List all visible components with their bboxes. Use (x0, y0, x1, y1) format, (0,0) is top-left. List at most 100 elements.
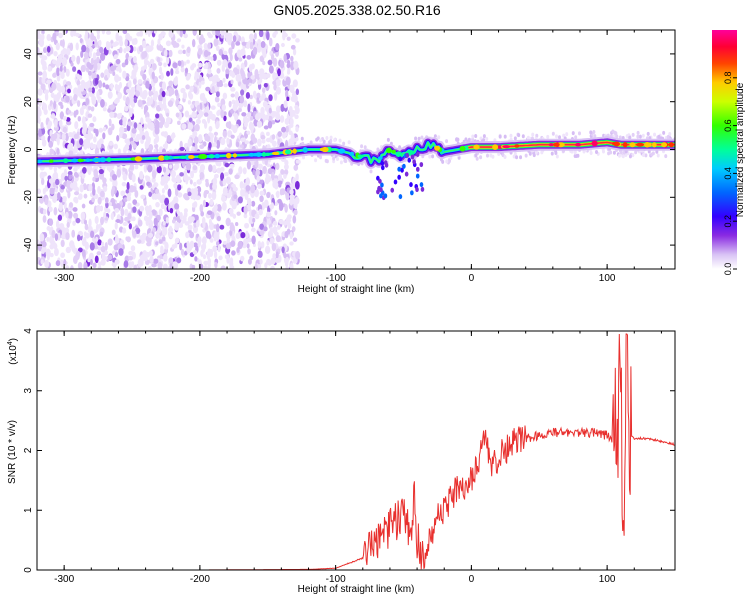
spectrogram-cell (46, 79, 52, 85)
spectrogram-disturbance (415, 152, 420, 158)
spectrogram-cell (332, 159, 336, 164)
spectrogram-cell (289, 189, 294, 195)
spectrogram-cell (37, 71, 43, 76)
spectrogram-cell (122, 70, 127, 79)
spectrogram-disturbance (397, 166, 401, 172)
spectrogram-cell (89, 259, 93, 265)
spectrogram-cell (217, 244, 221, 253)
spectrogram-cell (257, 250, 263, 258)
spectrogram-hotspot (261, 152, 267, 157)
spectrogram-cell (114, 208, 120, 213)
spectrogram-hotspot (92, 157, 100, 163)
spectrogram-cell (173, 77, 178, 86)
spectrogram-cell (266, 31, 270, 41)
spectrogram-cell (60, 259, 64, 268)
spectrogram-cell (589, 151, 593, 156)
y-tick-label: 2 (23, 447, 34, 453)
spectrogram-cell (617, 153, 621, 158)
spectrogram-cell (92, 52, 97, 61)
spectrogram-cell (46, 253, 50, 261)
spectrogram-cell (551, 131, 555, 136)
spectrogram-cell (577, 131, 581, 136)
snr-panel: -300 -200 -100 0 100 0 1 2 3 4 Height of straigh… (7, 328, 676, 595)
spectrogram-cell (140, 117, 144, 126)
spectrogram-cell (171, 219, 176, 224)
spectrogram-cell (270, 202, 275, 210)
spectrogram-cell (38, 98, 42, 107)
spectrogram-cell (155, 241, 159, 246)
spectrogram-cell (186, 245, 191, 254)
spectrogram-cell (173, 183, 177, 188)
spectrogram-cell (329, 139, 333, 144)
spectrogram-cell (67, 88, 71, 94)
spectrogram-cell (132, 78, 137, 85)
spectrogram-cell (163, 49, 168, 58)
spectrogram-cell (90, 106, 95, 112)
spectrogram-cell (187, 224, 193, 231)
spectrogram-cell (55, 220, 60, 229)
spectrogram-cell (68, 150, 74, 156)
spectrogram-cell (241, 189, 246, 197)
spectrogram-cell (133, 264, 138, 269)
spectrogram-cell (203, 260, 209, 266)
spectrogram-cell (199, 74, 203, 83)
spectrogram-cell (101, 253, 106, 260)
spectrogram-cell (79, 184, 84, 193)
spectrogram-cell (155, 119, 159, 126)
spectrogram-cell (100, 98, 105, 108)
spectrogram-cell (244, 133, 248, 139)
spectrogram-cell (187, 100, 192, 105)
spectrogram-cell (173, 164, 179, 171)
snr-series-line (37, 333, 675, 570)
spectrogram-cell (249, 41, 254, 50)
spectrogram-cell (200, 80, 205, 85)
spectrogram-cell (62, 126, 68, 133)
spectrogram-cell (81, 116, 86, 125)
spectrogram-cell (125, 96, 130, 106)
spectrogram-cell (168, 80, 174, 87)
spectrogram-cell (73, 212, 79, 219)
spectrogram-hotspot (134, 156, 143, 162)
spectrogram-cell (276, 79, 280, 87)
spectrogram-cell (628, 154, 632, 159)
spectrogram-cell (92, 143, 97, 149)
spectrogram-cell (212, 182, 218, 191)
spectrogram-cell (147, 232, 154, 238)
spectrogram-cell (177, 184, 182, 191)
spectrogram-cell (259, 190, 265, 196)
spectrogram-cell (99, 231, 104, 237)
spectrogram-cell (208, 222, 215, 231)
spectrogram-cell (171, 176, 177, 183)
spectrogram-cell (91, 87, 95, 94)
spectrogram-cell (656, 153, 660, 158)
spectrogram-cell (621, 154, 625, 159)
spectrogram-cell (245, 92, 251, 99)
spectrogram-cell (646, 131, 650, 136)
spectrogram-cell (68, 142, 74, 149)
spectrogram-cell (155, 188, 160, 194)
spectrogram-cell (67, 109, 72, 114)
spectrogram-cell (471, 137, 475, 142)
spectrogram-hotspot (553, 142, 560, 147)
spectrogram-cell (141, 93, 147, 100)
spectrogram-cell (266, 191, 271, 199)
spectrogram-cell (146, 241, 152, 247)
spectrogram-cell (177, 49, 184, 55)
spectrogram-cell (271, 140, 277, 147)
spectrogram-cell (99, 52, 106, 61)
spectrogram-disturbance (409, 182, 413, 188)
spectrogram-disturbance (404, 171, 409, 177)
spectrogram-cell (332, 156, 336, 161)
spectrogram-cell (283, 53, 287, 62)
spectrogram-cell (285, 256, 290, 264)
spectrogram-cell (277, 68, 281, 77)
spectrogram-cell (224, 162, 230, 168)
spectrogram-cell (114, 251, 119, 258)
spectrogram-cell (243, 59, 248, 68)
spectrogram-cell (90, 35, 97, 41)
spectrogram-cell (191, 264, 196, 269)
spectrogram-cell (128, 223, 132, 230)
spectrogram-cell (76, 55, 81, 65)
spectrogram-cell (190, 170, 195, 179)
spectrogram-cell (285, 266, 290, 269)
